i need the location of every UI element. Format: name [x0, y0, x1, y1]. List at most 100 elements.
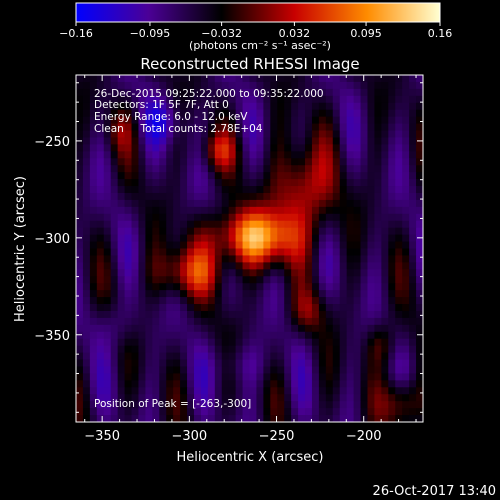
- heatmap-cell: [374, 297, 382, 305]
- heatmap-cell: [235, 116, 243, 124]
- heatmap-cell: [82, 116, 91, 124]
- heatmap-cell: [228, 102, 237, 111]
- heatmap-cell: [96, 75, 105, 83]
- heatmap-cell: [395, 220, 403, 229]
- heatmap-cell: [270, 366, 278, 374]
- heatmap-cell: [291, 220, 299, 229]
- heatmap-cell: [374, 88, 382, 97]
- heatmap-cell: [242, 394, 250, 402]
- heatmap-cell: [402, 262, 410, 270]
- heatmap-cell: [96, 373, 105, 381]
- heatmap-cell: [374, 137, 382, 145]
- heatmap-cell: [82, 88, 91, 97]
- heatmap-cell: [82, 172, 91, 180]
- heatmap-cell: [228, 172, 237, 180]
- heatmap-cell: [402, 172, 410, 180]
- heatmap-cell: [173, 248, 181, 256]
- heatmap-cell: [249, 408, 257, 416]
- heatmap-cell: [339, 234, 348, 242]
- heatmap-cell: [311, 394, 320, 402]
- heatmap-cell: [228, 304, 237, 312]
- heatmap-cell: [318, 179, 327, 187]
- heatmap-cell: [173, 95, 181, 104]
- heatmap-cell: [353, 290, 361, 298]
- heatmap-cell: [381, 276, 389, 284]
- heatmap-cell: [263, 172, 271, 180]
- heatmap-cell: [291, 137, 299, 145]
- heatmap-cell: [228, 324, 237, 333]
- heatmap-cell: [207, 373, 216, 381]
- heatmap-cell: [131, 387, 139, 395]
- heatmap-cell: [339, 394, 348, 402]
- heatmap-cell: [298, 165, 306, 173]
- heatmap-cell: [381, 408, 389, 416]
- heatmap-cell: [180, 213, 188, 222]
- heatmap-cell: [166, 262, 174, 270]
- heatmap-cell: [166, 408, 174, 416]
- heatmap-cell: [82, 130, 91, 138]
- heatmap-cell: [311, 241, 320, 249]
- heatmap-cell: [360, 373, 368, 381]
- heatmap-cell: [305, 387, 313, 395]
- heatmap-cell: [270, 324, 278, 333]
- heatmap-cell: [332, 269, 341, 277]
- heatmap-cell: [200, 179, 209, 187]
- heatmap-cell: [305, 359, 313, 367]
- heatmap-cell: [200, 123, 209, 131]
- heatmap-cell: [332, 276, 341, 284]
- heatmap-cell: [96, 255, 105, 263]
- heatmap-cell: [103, 151, 112, 159]
- heatmap-cell: [284, 116, 292, 124]
- heatmap-cell: [159, 130, 167, 138]
- heatmap-cell: [117, 81, 125, 90]
- heatmap-cell: [89, 269, 98, 277]
- heatmap-cell: [353, 387, 361, 395]
- heatmap-cell: [187, 137, 195, 145]
- heatmap-cell: [346, 331, 354, 340]
- heatmap-cell: [207, 102, 216, 111]
- heatmap-cell: [166, 137, 174, 145]
- heatmap-cell: [277, 102, 285, 111]
- heatmap-cell: [193, 401, 202, 409]
- heatmap-cell: [367, 123, 375, 131]
- heatmap-cell: [360, 338, 368, 347]
- heatmap-cell: [166, 359, 174, 367]
- heatmap-cell: [409, 387, 417, 395]
- heatmap-cell: [187, 304, 195, 312]
- heatmap-cell: [249, 137, 257, 145]
- heatmap-cell: [221, 401, 230, 409]
- heatmap-cell: [360, 345, 368, 353]
- heatmap-cell: [305, 276, 313, 284]
- heatmap-cell: [124, 255, 132, 263]
- heatmap-cell: [339, 338, 348, 347]
- heatmap-cell: [381, 179, 389, 187]
- heatmap-cell: [193, 317, 202, 326]
- heatmap-cell: [339, 151, 348, 159]
- heatmap-cell: [291, 241, 299, 249]
- heatmap-cell: [277, 297, 285, 305]
- heatmap-cell: [249, 248, 257, 256]
- heatmap-cell: [193, 123, 202, 131]
- heatmap-cell: [131, 75, 139, 83]
- heatmap-cell: [152, 192, 160, 201]
- heatmap-cell: [173, 165, 181, 173]
- heatmap-cell: [395, 144, 403, 152]
- heatmap-cell: [76, 102, 84, 111]
- heatmap-cell: [374, 75, 382, 83]
- heatmap-cell: [117, 373, 125, 381]
- heatmap-cell: [277, 234, 285, 242]
- heatmap-cell: [395, 241, 403, 249]
- heatmap-cell: [110, 380, 119, 388]
- heatmap-cell: [346, 88, 354, 97]
- heatmap-cell: [152, 262, 160, 270]
- heatmap-cell: [152, 234, 160, 242]
- heatmap-cell: [187, 290, 195, 298]
- heatmap-cell: [214, 401, 223, 409]
- heatmap-cell: [117, 338, 125, 347]
- heatmap-cell: [388, 165, 396, 173]
- heatmap-cell: [152, 255, 160, 263]
- heatmap-cell: [166, 158, 174, 166]
- heatmap-cell: [131, 373, 139, 381]
- heatmap-cell: [284, 283, 292, 291]
- heatmap-cell: [207, 317, 216, 326]
